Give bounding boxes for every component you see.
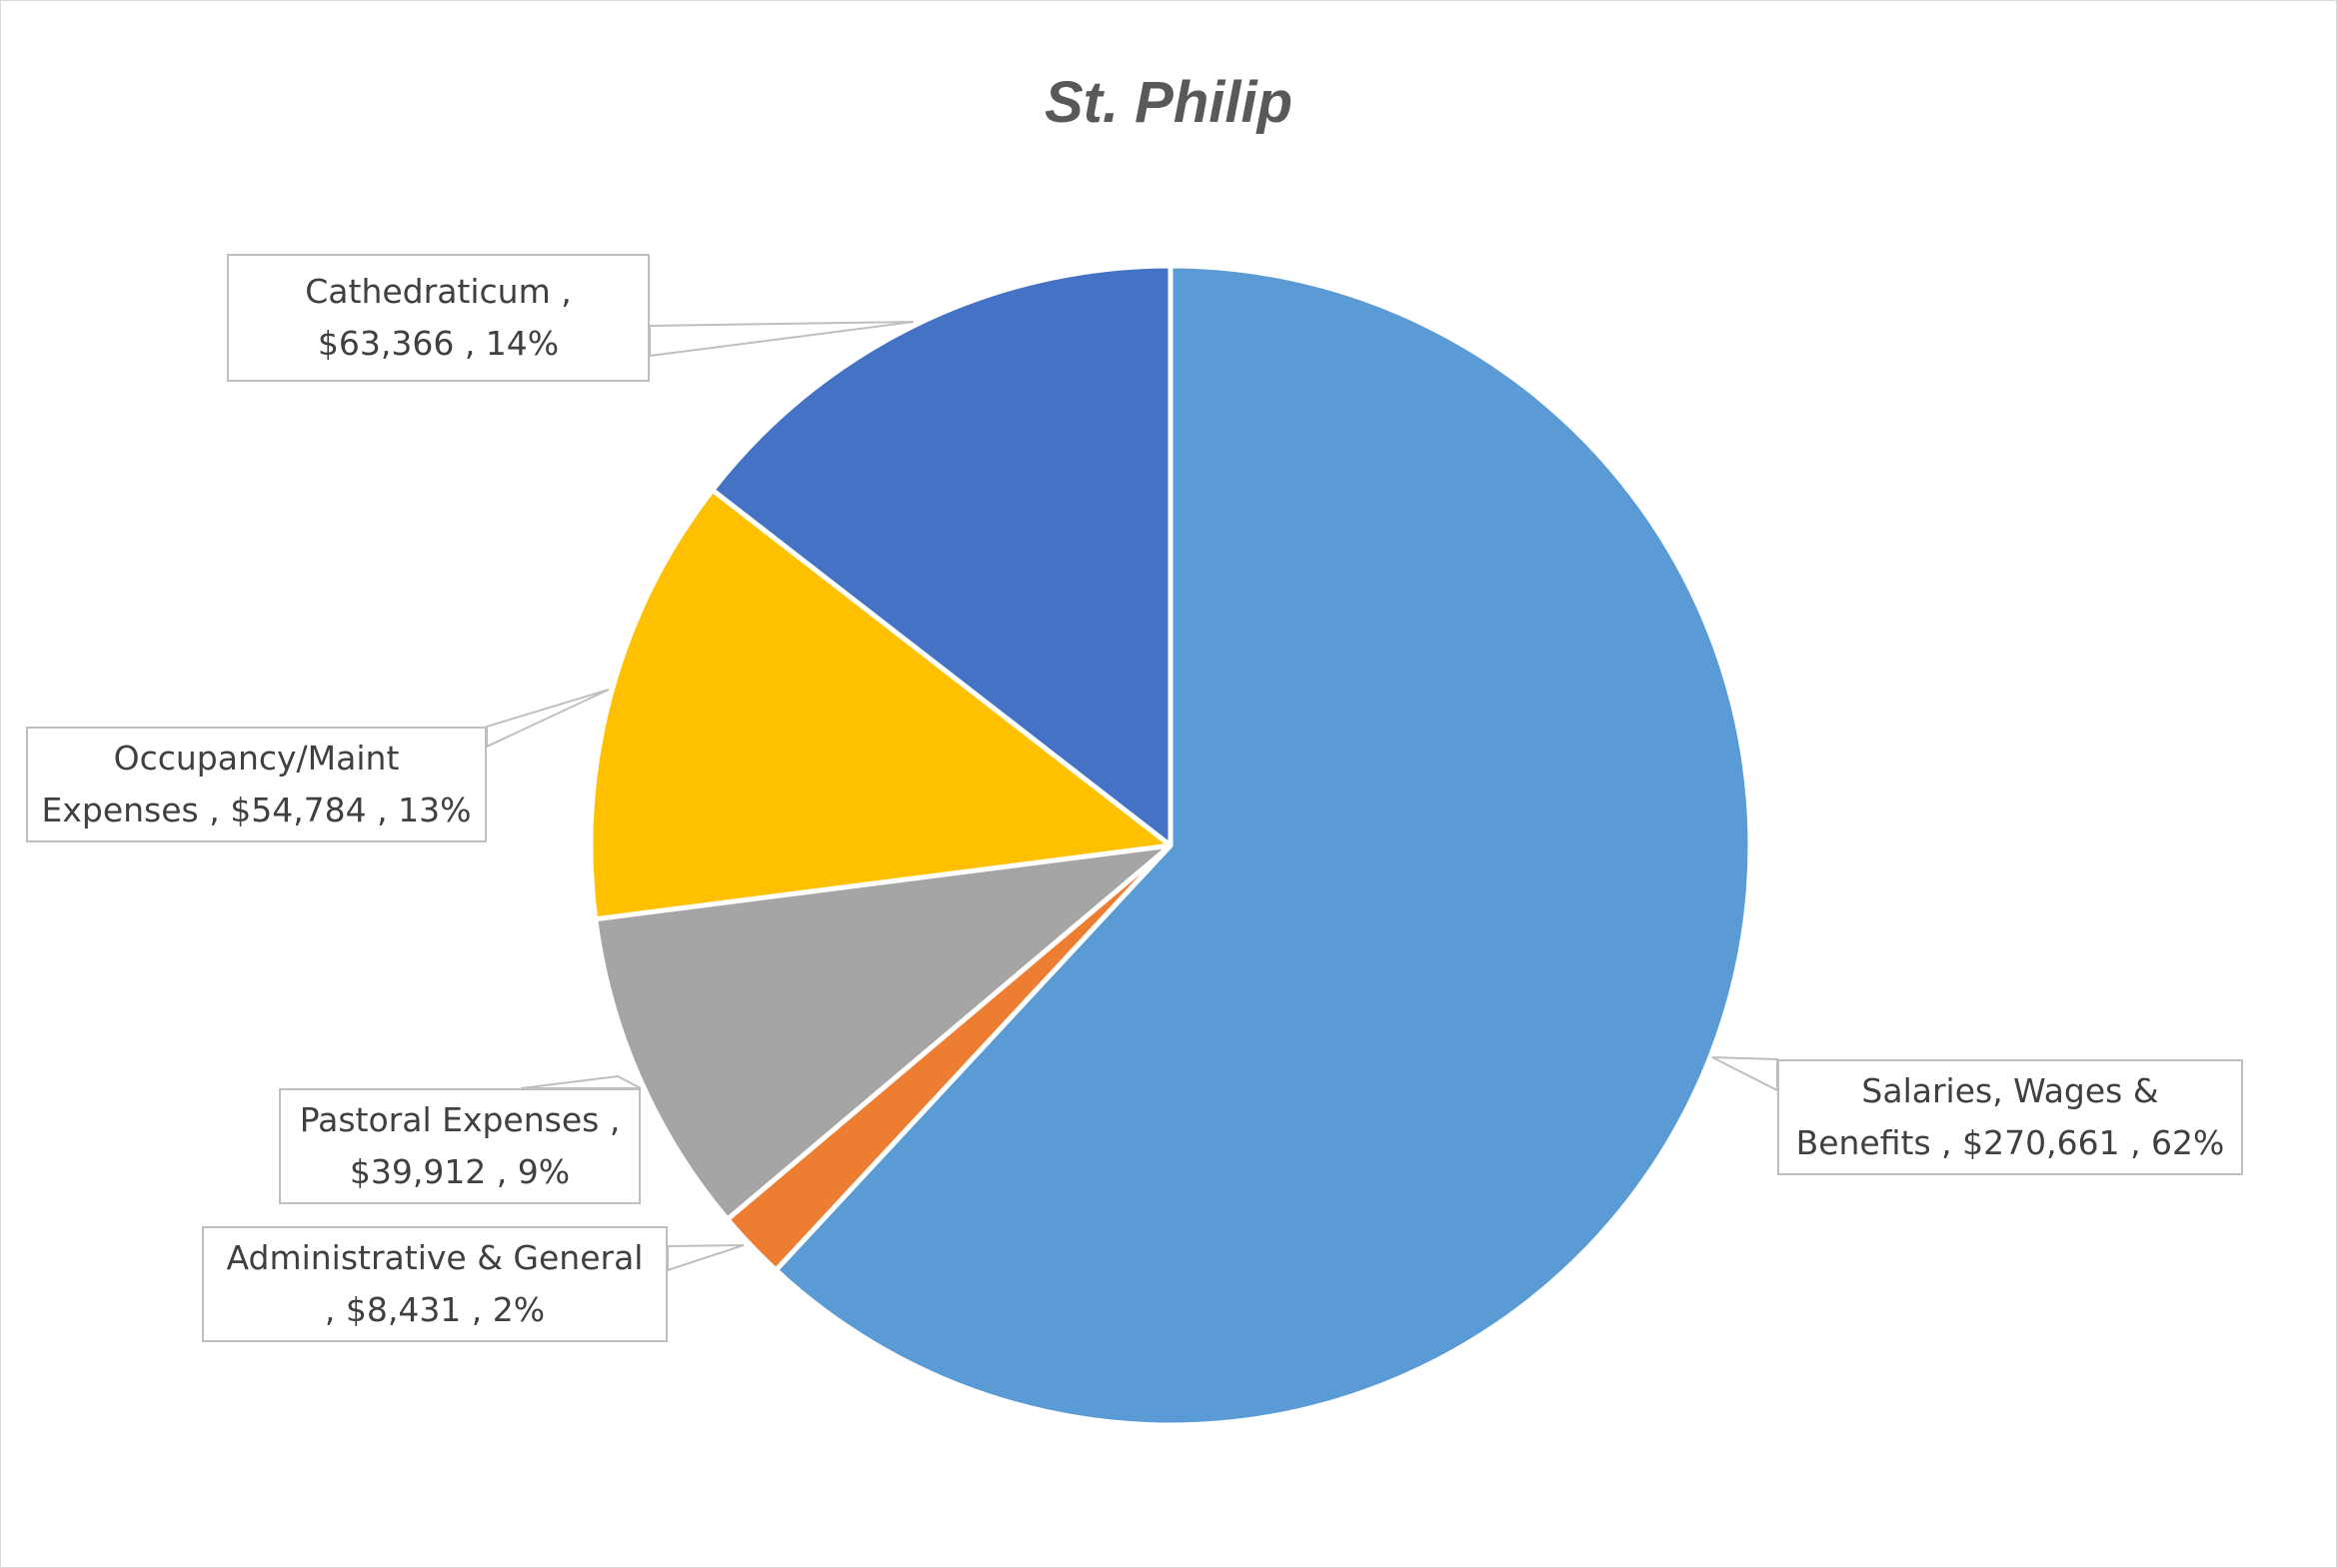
leader-line-cathedraticum [649, 321, 915, 358]
data-label-line: Salaries, Wages & [1861, 1071, 2159, 1110]
data-label-line: Benefits , $270,661 , 62% [1795, 1123, 2225, 1162]
data-label-line: Occupancy/Maint [113, 739, 400, 778]
leader-line-pastoral [520, 1074, 642, 1089]
pie-slice-cathedraticum [710, 263, 1173, 848]
data-label-line: , $8,431 , 2% [324, 1290, 546, 1329]
pie-slice-occupancy [588, 487, 1173, 922]
data-label-line: $39,912 , 9% [349, 1152, 571, 1191]
leader-line-administrative [667, 1244, 745, 1272]
data-label-line: Cathedraticum , [305, 272, 572, 311]
chart-title: St. Philip [1044, 70, 1293, 135]
pie-slice-pastoral [593, 842, 1173, 1222]
data-label-line: Expenses , $54,784 , 13% [41, 790, 472, 829]
data-label-line: Pastoral Expenses , [299, 1100, 621, 1139]
leader-line-occupancy [486, 689, 610, 749]
data-label-pastoral: Pastoral Expenses , $39,912 , 9% [279, 1088, 641, 1204]
data-label-line: Administrative & General [226, 1238, 644, 1277]
data-label-salaries: Salaries, Wages & Benefits , $270,661 , … [1777, 1059, 2243, 1175]
data-label-cathedraticum: Cathedraticum , $63,366 , 14% [227, 254, 650, 382]
data-label-administrative: Administrative & General , $8,431 , 2% [202, 1226, 668, 1342]
pie-slice-salaries [773, 263, 1753, 1428]
leader-line-salaries [1711, 1056, 1778, 1092]
data-label-line: $63,366 , 14% [317, 324, 560, 363]
data-label-occupancy: Occupancy/Maint Expenses , $54,784 , 13% [26, 727, 487, 842]
